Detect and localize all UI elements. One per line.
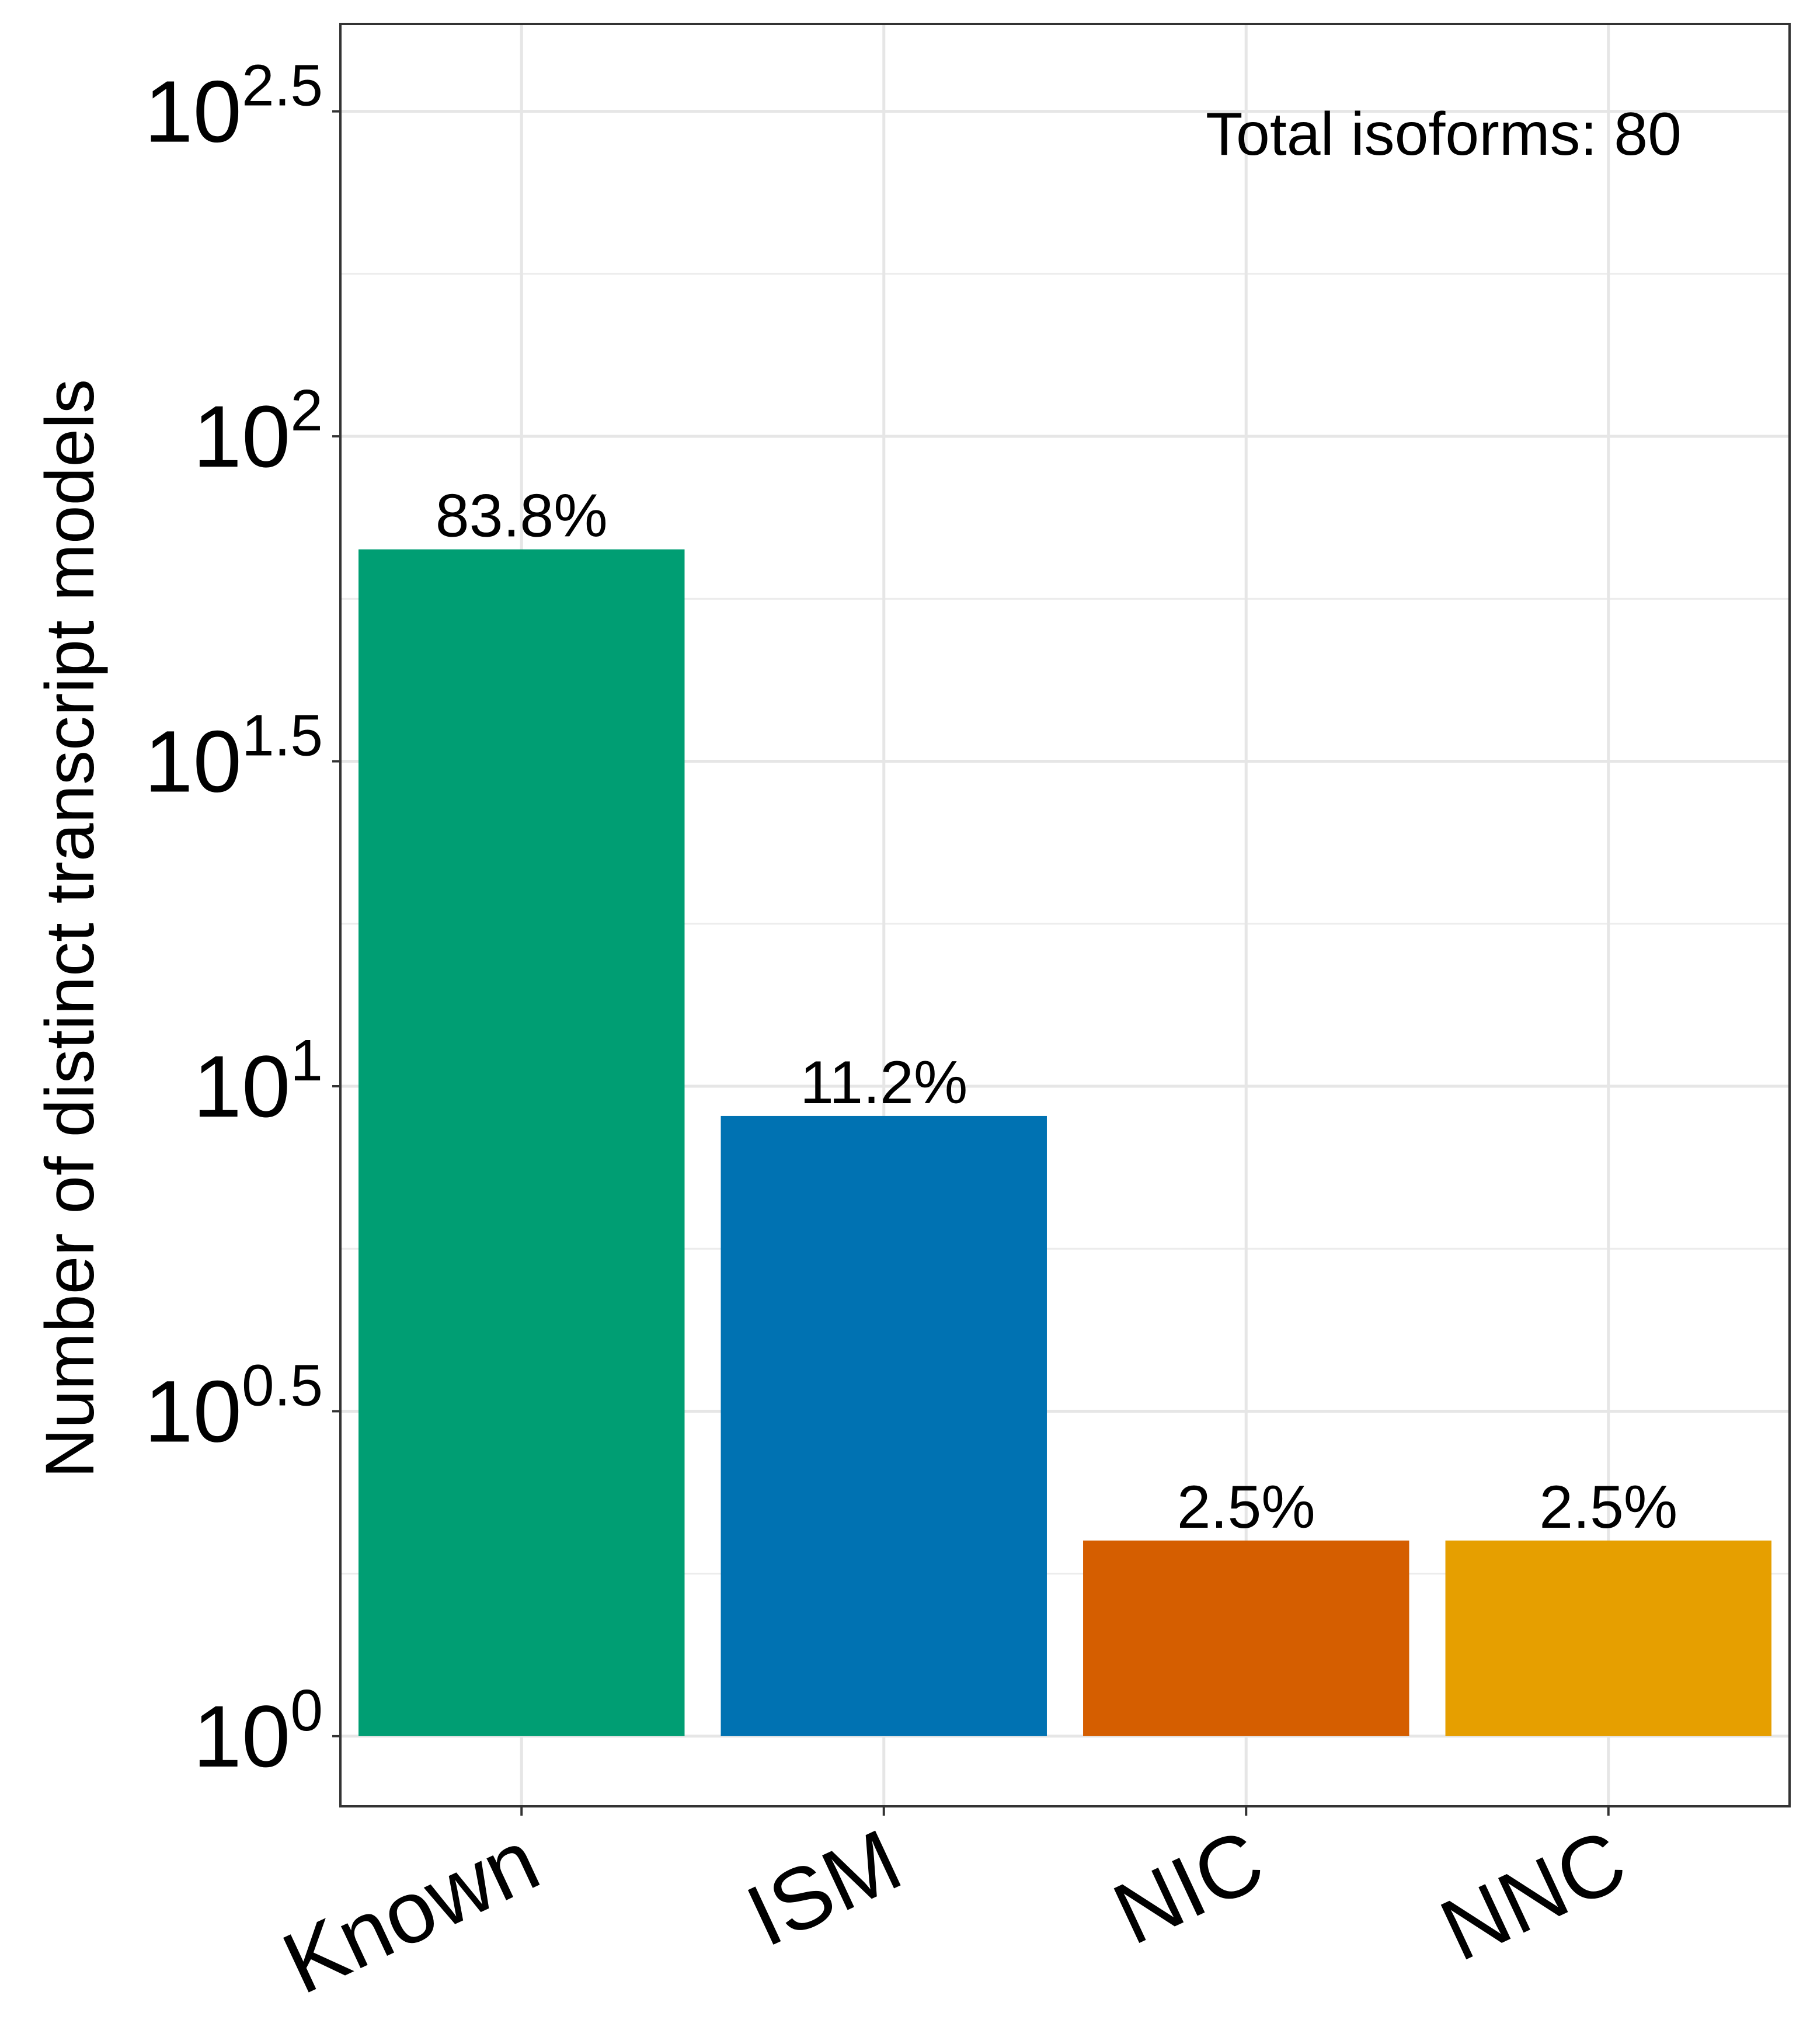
bar-label-known: 83.8%	[436, 482, 608, 550]
plot-panel-border	[339, 23, 1791, 1807]
total-isoforms-annotation: Total isoforms: 80	[1206, 100, 1682, 168]
y-tick-label-4: 102	[193, 378, 323, 485]
y-axis: 100 100.5 101 101.5 102 102.5	[144, 53, 340, 1785]
bar-label-nic: 2.5%	[1177, 1473, 1315, 1541]
bar-known	[358, 549, 685, 1736]
bar-nnc	[1445, 1540, 1771, 1736]
bar-ism	[720, 1115, 1047, 1736]
bars	[358, 549, 1771, 1736]
y-tick-label-2: 101	[193, 1028, 323, 1135]
y-axis-title: Number of distinct transcript models	[32, 379, 109, 1478]
bar-label-ism: 11.2%	[800, 1049, 967, 1117]
bar-value-labels: 83.8% 11.2% 2.5% 2.5%	[436, 482, 1677, 1541]
bar-nic	[1083, 1540, 1409, 1736]
y-tick-label-0: 100	[193, 1678, 323, 1785]
y-tick-label-1: 100.5	[144, 1353, 323, 1460]
y-tick-label-3: 101.5	[144, 703, 323, 811]
y-tick-label-5: 102.5	[144, 53, 323, 161]
bar-label-nnc: 2.5%	[1539, 1473, 1677, 1541]
